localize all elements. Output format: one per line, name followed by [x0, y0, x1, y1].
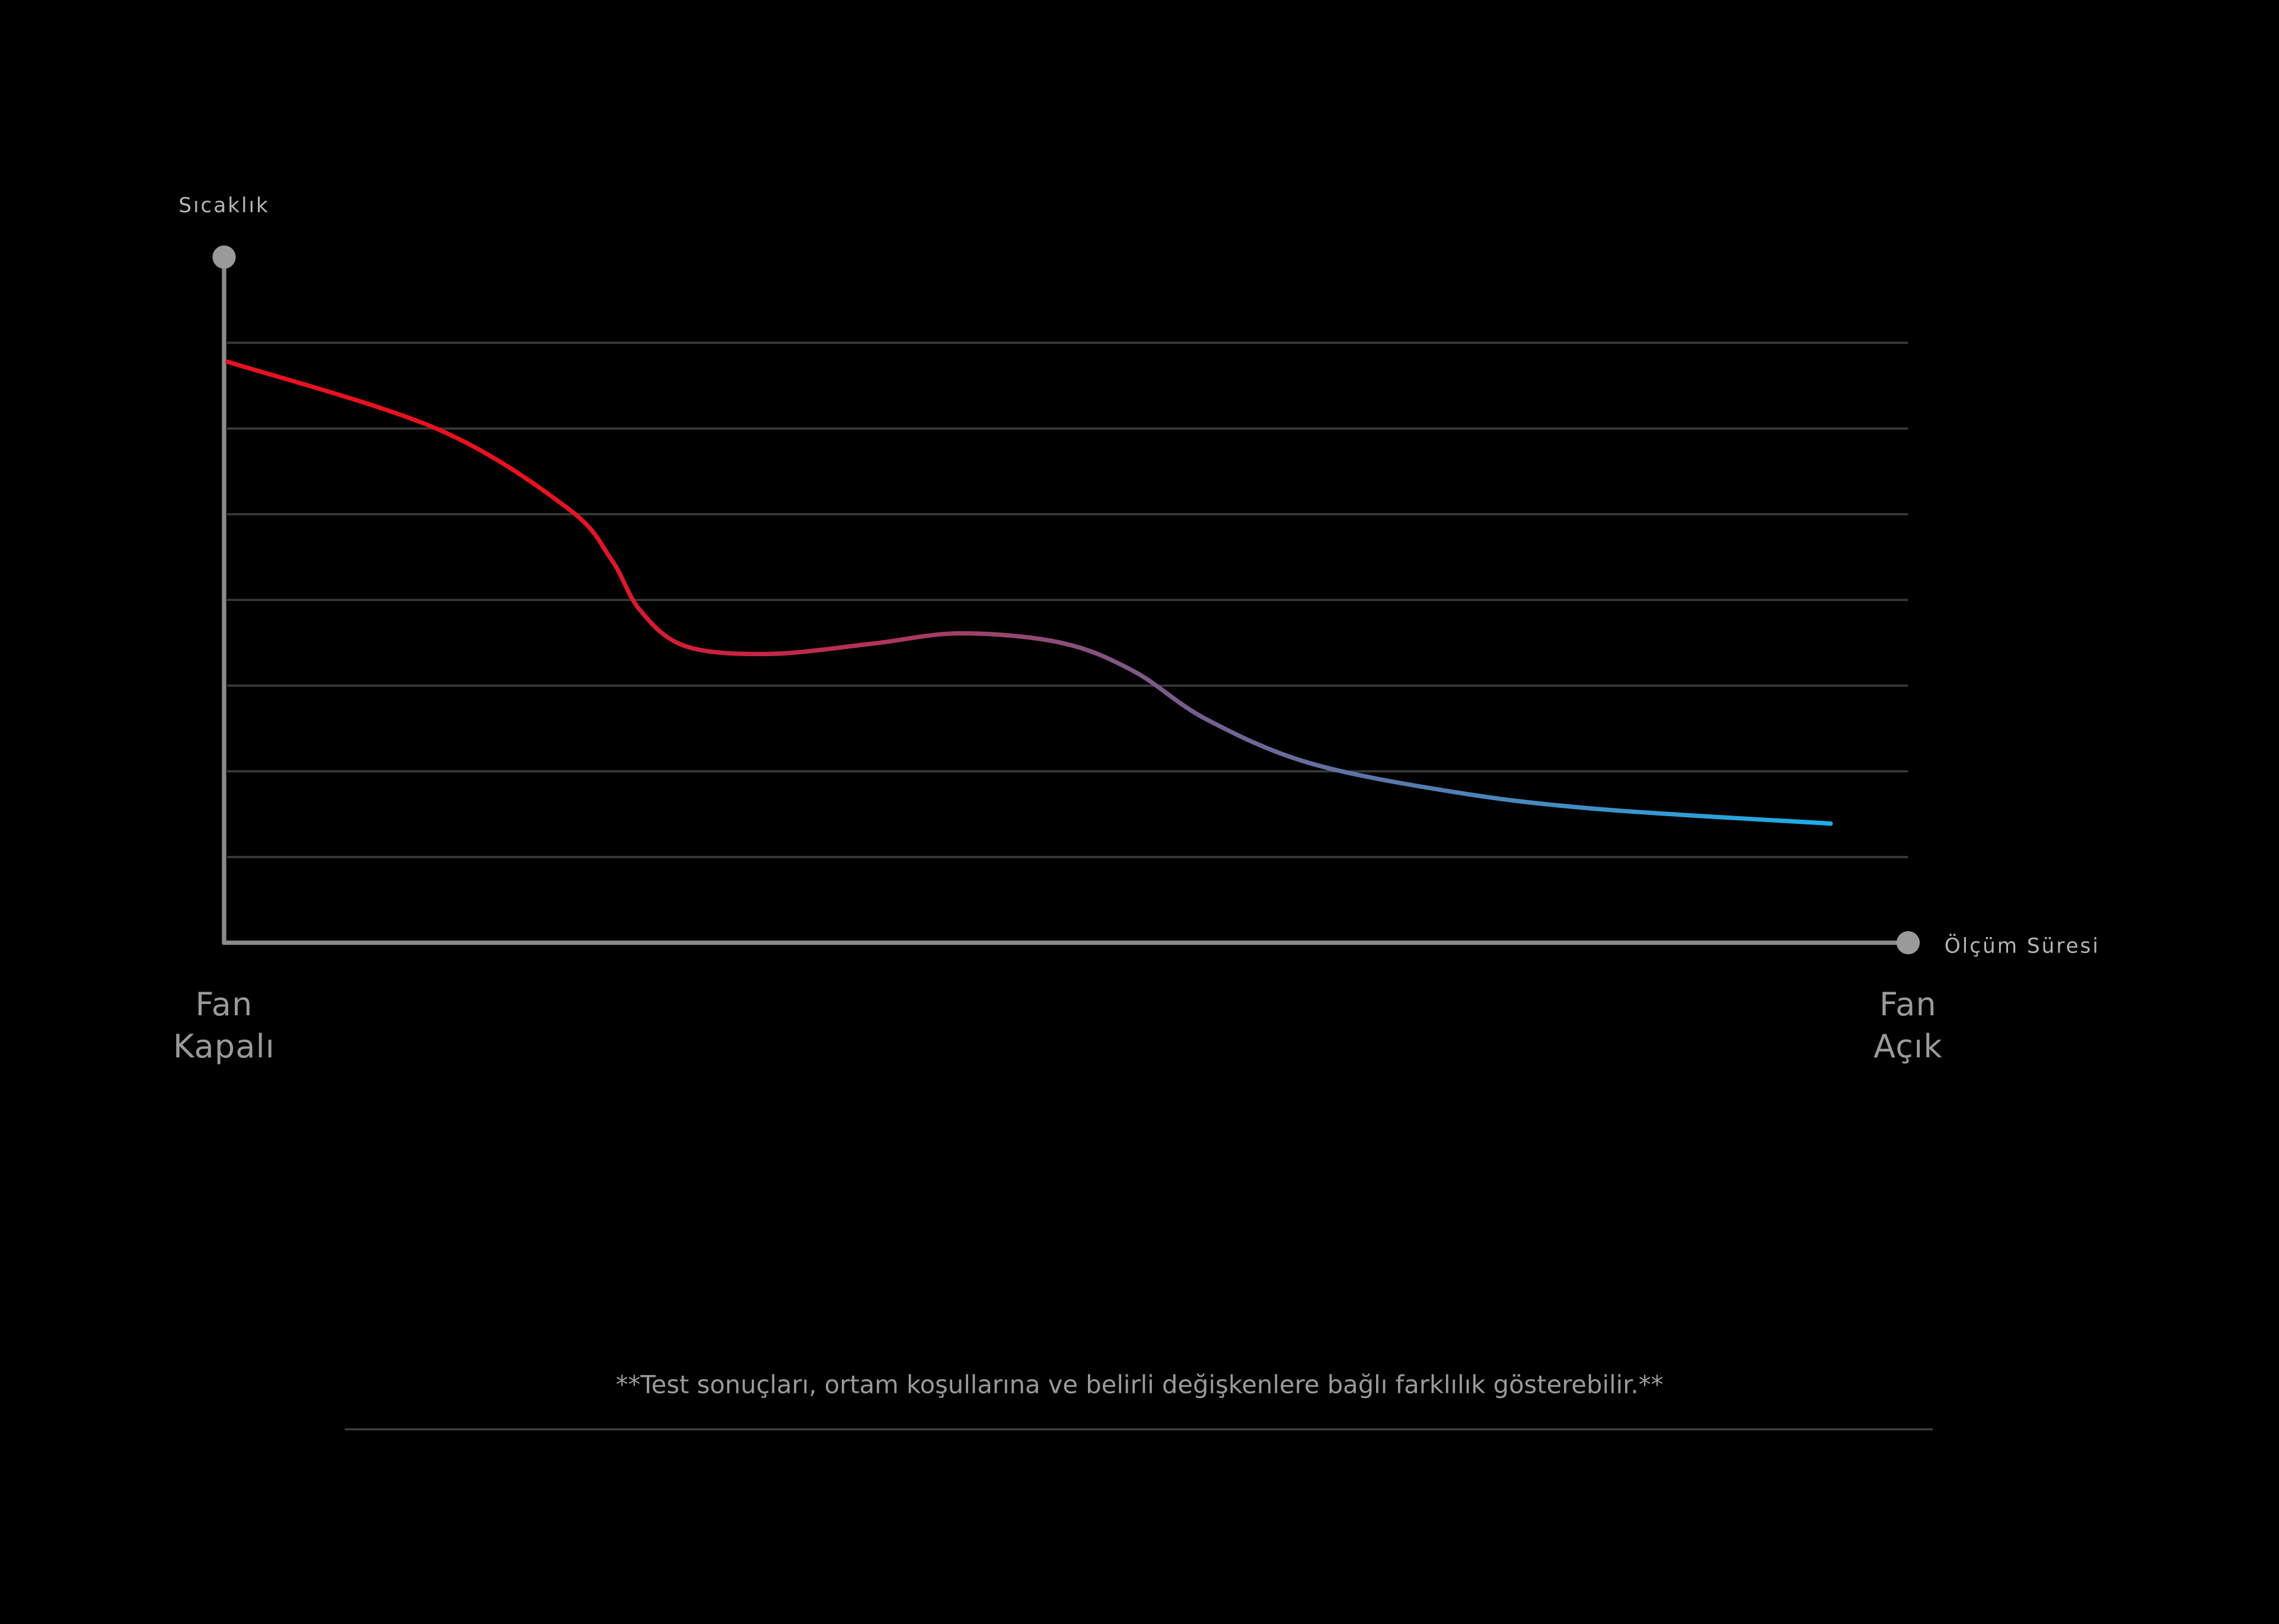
footnote: **Test sonuçları, ortam koşullarına ve b…	[616, 1370, 1664, 1399]
x-axis-label: Ölçüm Süresi	[1945, 934, 2100, 958]
y-axis-label: Sıcaklık	[178, 194, 269, 218]
x-start-label-line2: Kapalı	[173, 1028, 275, 1065]
gridlines	[226, 341, 1908, 858]
x-end-label-line1: Fan	[1879, 986, 1937, 1023]
temperature-curve	[225, 359, 1833, 826]
x-start-label-line1: Fan	[196, 986, 253, 1023]
x-axis-end-dot	[1896, 931, 1920, 955]
x-end-label-line2: Açık	[1873, 1028, 1943, 1065]
y-axis-end-dot	[212, 245, 236, 269]
